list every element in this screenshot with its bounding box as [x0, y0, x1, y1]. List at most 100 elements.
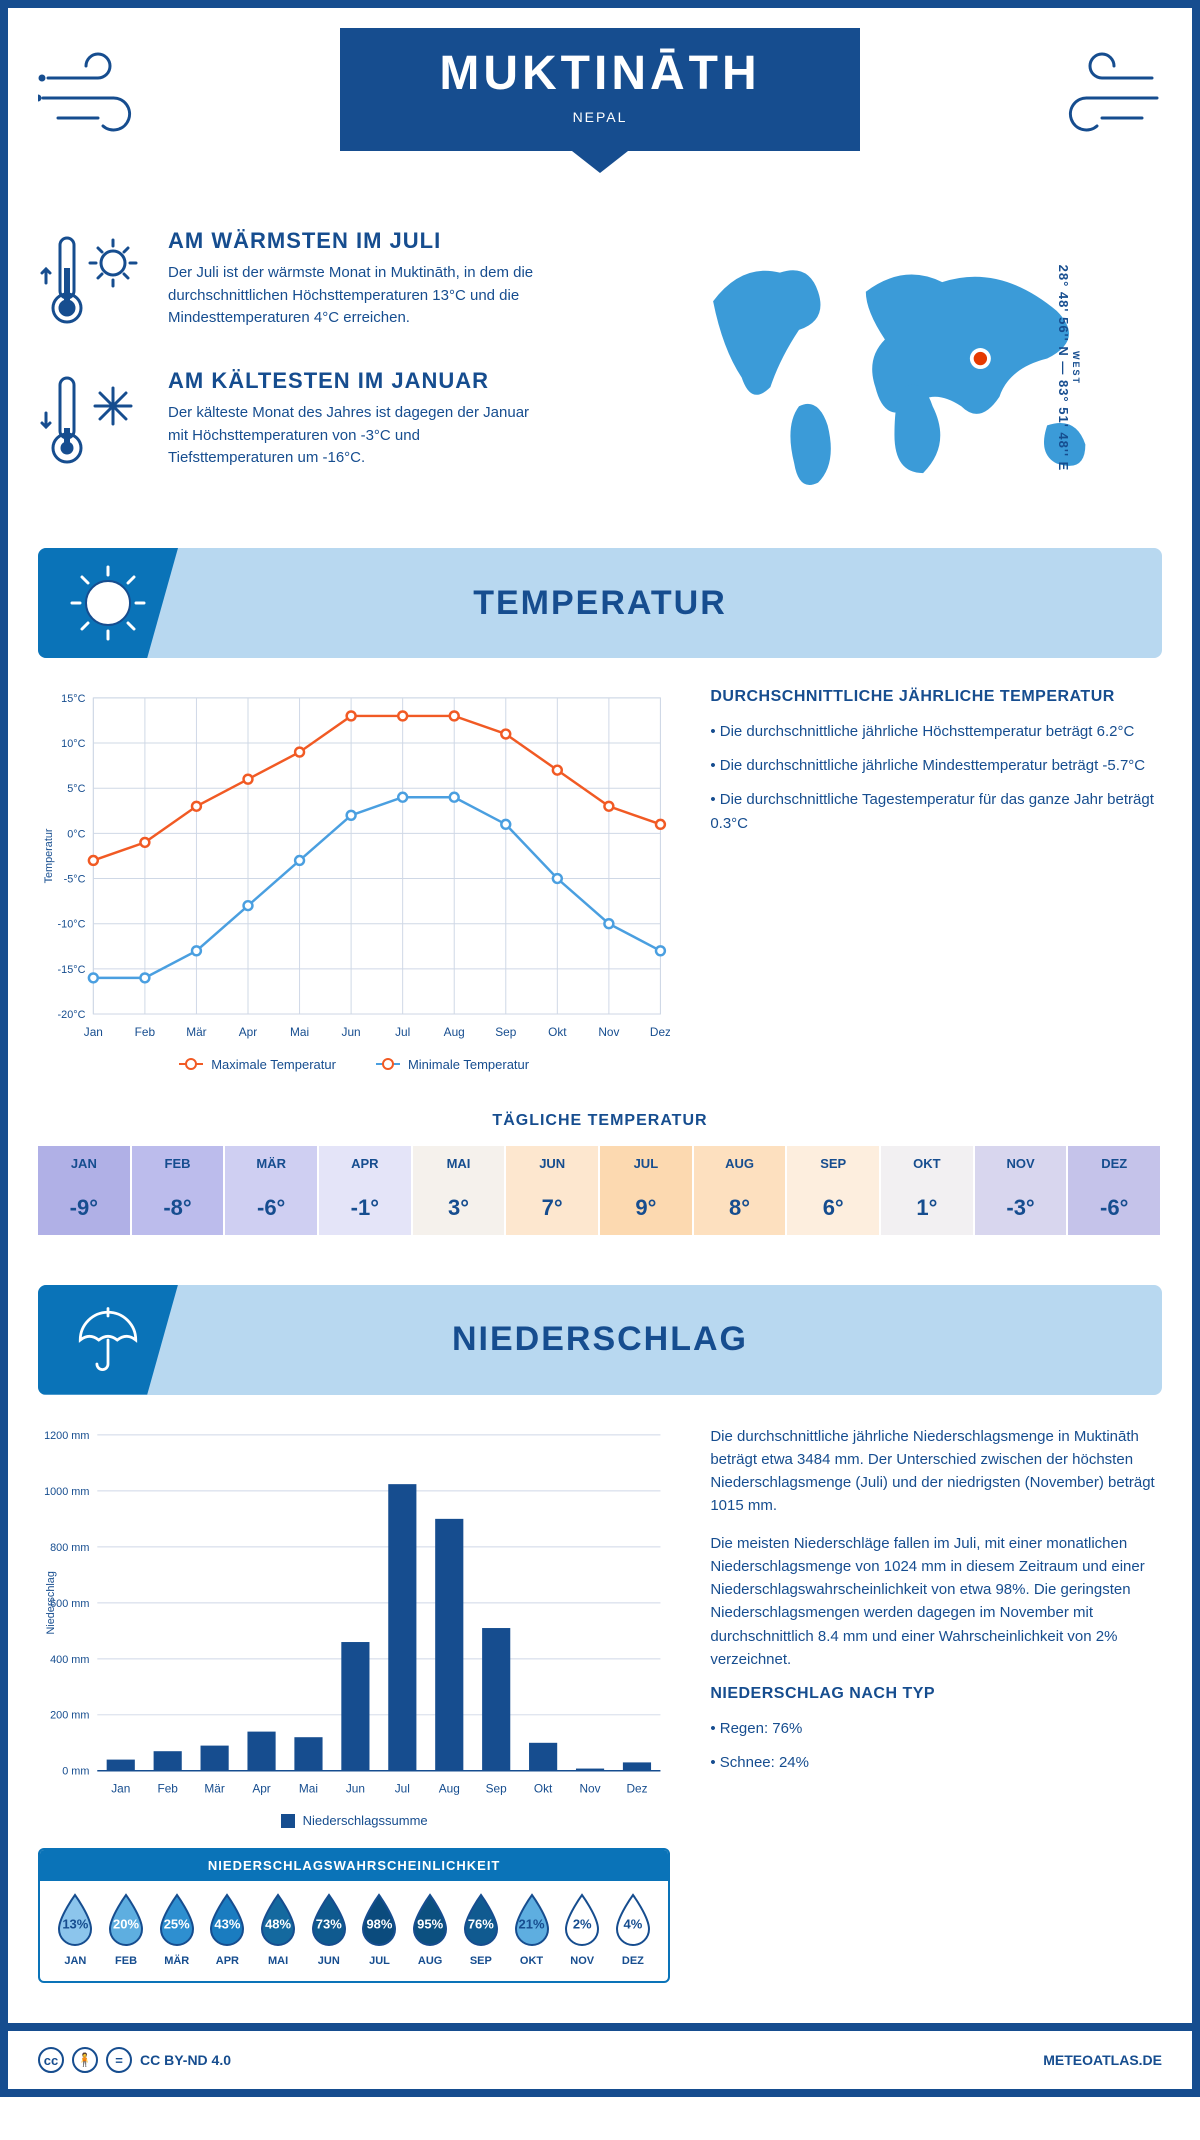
svg-text:-5°C: -5°C — [64, 873, 86, 885]
page-title: MUKTINĀTH — [340, 46, 860, 101]
precip-probability-box: NIEDERSCHLAGSWAHRSCHEINLICHKEIT 13% JAN … — [38, 1848, 670, 1983]
daily-temp-cell: JUL9° — [600, 1146, 694, 1235]
svg-text:Dez: Dez — [650, 1025, 670, 1039]
svg-text:Jul: Jul — [395, 1781, 410, 1795]
svg-text:0°C: 0°C — [67, 828, 85, 840]
daily-temp-cell: APR-1° — [319, 1146, 413, 1235]
site-name: METEOATLAS.DE — [1043, 2052, 1162, 2068]
page-subtitle: NEPAL — [340, 109, 860, 125]
svg-text:Feb: Feb — [135, 1025, 156, 1039]
temp-bullet: Die durchschnittliche jährliche Mindestt… — [710, 754, 1162, 778]
temp-bullet: Die durchschnittliche Tagestemperatur fü… — [710, 788, 1162, 836]
title-ribbon: MUKTINĀTH NEPAL — [340, 28, 860, 151]
umbrella-icon — [38, 1285, 178, 1395]
daily-temp-cell: SEP6° — [787, 1146, 881, 1235]
svg-text:0 mm: 0 mm — [62, 1765, 89, 1777]
svg-text:Sep: Sep — [495, 1025, 516, 1039]
avg-temp-title: DURCHSCHNITTLICHE JÄHRLICHE TEMPERATUR — [710, 688, 1162, 706]
svg-text:Mai: Mai — [290, 1025, 309, 1039]
precip-title: NIEDERSCHLAG — [452, 1320, 748, 1359]
daily-temp-cell: JUN7° — [506, 1146, 600, 1235]
precip-type-bullet: Schnee: 24% — [710, 1751, 1162, 1775]
precip-type-bullet: Regen: 76% — [710, 1717, 1162, 1741]
svg-text:-20°C: -20°C — [58, 1009, 86, 1021]
svg-text:Feb: Feb — [157, 1781, 178, 1795]
precip-prob-drop: 48% MAI — [253, 1893, 304, 1967]
temperature-title: TEMPERATUR — [473, 584, 727, 623]
temp-bullet: Die durchschnittliche jährliche Höchstte… — [710, 720, 1162, 744]
fact-warm-text: Der Juli ist der wärmste Monat in Muktin… — [168, 262, 548, 330]
svg-text:Nov: Nov — [598, 1025, 619, 1039]
svg-text:Apr: Apr — [239, 1025, 257, 1039]
wind-icon — [38, 38, 178, 138]
svg-text:Apr: Apr — [252, 1781, 270, 1795]
svg-text:Nov: Nov — [580, 1781, 601, 1795]
precip-prob-drop: 73% JUN — [303, 1893, 354, 1967]
svg-text:Jan: Jan — [111, 1781, 130, 1795]
coordinates: WEST 28° 48' 56'' N — 83° 51' 48'' E — [1056, 265, 1081, 472]
precip-type-title: NIEDERSCHLAG NACH TYP — [710, 1685, 1162, 1703]
svg-text:10°C: 10°C — [61, 738, 85, 750]
precip-prob-drop: 43% APR — [202, 1893, 253, 1967]
header: MUKTINĀTH NEPAL — [38, 28, 1162, 208]
daily-temperature-table: JAN-9°FEB-8°MÄR-6°APR-1°MAI3°JUN7°JUL9°A… — [38, 1146, 1162, 1235]
precip-para2: Die meisten Niederschläge fallen im Juli… — [710, 1532, 1162, 1672]
daily-temp-cell: MÄR-6° — [225, 1146, 319, 1235]
daily-temp-title: TÄGLICHE TEMPERATUR — [38, 1112, 1162, 1130]
by-icon: 🧍 — [72, 2047, 98, 2073]
svg-text:200 mm: 200 mm — [50, 1709, 89, 1721]
svg-text:Jun: Jun — [342, 1025, 361, 1039]
daily-temp-cell: FEB-8° — [132, 1146, 226, 1235]
precip-legend: Niederschlagssumme — [38, 1813, 670, 1828]
prob-title: NIEDERSCHLAGSWAHRSCHEINLICHKEIT — [40, 1850, 668, 1881]
sun-icon — [38, 548, 178, 658]
svg-text:Jun: Jun — [346, 1781, 365, 1795]
daily-temp-cell: OKT1° — [881, 1146, 975, 1235]
svg-text:800 mm: 800 mm — [50, 1541, 89, 1553]
precip-prob-drop: 76% SEP — [456, 1893, 507, 1967]
precip-prob-drop: 95% AUG — [405, 1893, 456, 1967]
svg-text:1200 mm: 1200 mm — [44, 1430, 89, 1442]
nd-icon: = — [106, 2047, 132, 2073]
footer: cc 🧍 = CC BY-ND 4.0 METEOATLAS.DE — [8, 2023, 1192, 2089]
temperature-line-chart: -20°C -15°C -10°C -5°C 0°C 5°C 10°C 15°C Jan Feb M… — [38, 688, 670, 1072]
license-text: CC BY-ND 4.0 — [140, 2052, 231, 2068]
svg-text:Mär: Mär — [186, 1025, 206, 1039]
fact-cold-text: Der kälteste Monat des Jahres ist dagege… — [168, 402, 548, 470]
daily-temp-cell: AUG8° — [694, 1146, 788, 1235]
svg-text:Temperatur: Temperatur — [43, 828, 55, 883]
precip-prob-drop: 13% JAN — [50, 1893, 101, 1967]
daily-temp-cell: MAI3° — [413, 1146, 507, 1235]
svg-text:Aug: Aug — [444, 1025, 465, 1039]
svg-text:Mai: Mai — [299, 1781, 318, 1795]
section-precipitation: NIEDERSCHLAG — [38, 1285, 1162, 1395]
svg-text:-10°C: -10°C — [58, 919, 86, 931]
fact-coldest: AM KÄLTESTEN IM JANUAR Der kälteste Mona… — [38, 368, 606, 478]
svg-text:Okt: Okt — [548, 1025, 567, 1039]
svg-text:-15°C: -15°C — [58, 964, 86, 976]
cc-icon: cc — [38, 2047, 64, 2073]
thermometer-sun-icon — [38, 228, 148, 338]
svg-text:Jan: Jan — [84, 1025, 103, 1039]
world-map: WEST 28° 48' 56'' N — 83° 51' 48'' E — [646, 228, 1162, 508]
svg-text:Sep: Sep — [486, 1781, 507, 1795]
svg-text:Aug: Aug — [439, 1781, 460, 1795]
fact-warm-title: AM WÄRMSTEN IM JULI — [168, 228, 548, 254]
svg-text:400 mm: 400 mm — [50, 1653, 89, 1665]
precip-prob-drop: 20% FEB — [101, 1893, 152, 1967]
svg-text:5°C: 5°C — [67, 783, 85, 795]
daily-temp-cell: JAN-9° — [38, 1146, 132, 1235]
fact-cold-title: AM KÄLTESTEN IM JANUAR — [168, 368, 548, 394]
fact-warmest: AM WÄRMSTEN IM JULI Der Juli ist der wär… — [38, 228, 606, 338]
daily-temp-cell: DEZ-6° — [1068, 1146, 1162, 1235]
temperature-legend: .lg-sw:nth-child(1)::before{border-color… — [38, 1057, 670, 1072]
precipitation-bar-chart: 0 mm200 mm400 mm600 mm800 mm1000 mm1200 … — [38, 1425, 670, 1800]
svg-text:15°C: 15°C — [61, 693, 85, 705]
svg-text:Mär: Mär — [204, 1781, 224, 1795]
license: cc 🧍 = CC BY-ND 4.0 — [38, 2047, 231, 2073]
temperature-summary: DURCHSCHNITTLICHE JÄHRLICHE TEMPERATUR D… — [710, 688, 1162, 1072]
section-temperature: TEMPERATUR — [38, 548, 1162, 658]
wind-icon — [1022, 38, 1162, 138]
svg-text:1000 mm: 1000 mm — [44, 1485, 89, 1497]
precip-prob-drop: 98% JUL — [354, 1893, 405, 1967]
